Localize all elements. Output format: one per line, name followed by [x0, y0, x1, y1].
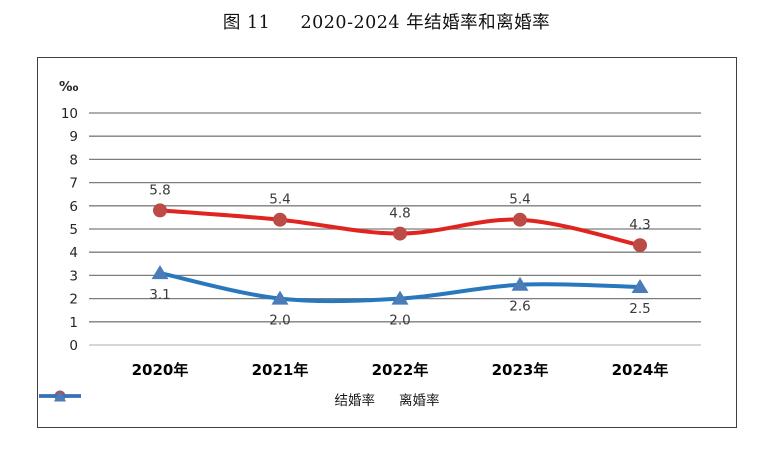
data-point-marriage-rate [513, 212, 527, 227]
y-axis-unit-label: ‰ [59, 79, 79, 95]
data-point-marriage-rate [633, 238, 647, 253]
y-tick-label: 10 [61, 106, 78, 122]
data-point-divorce-rate [391, 290, 409, 305]
legend-marker-divorce-rate [39, 390, 81, 402]
y-tick-label: 6 [69, 199, 78, 215]
legend-item-divorce-rate: 离婚率 [39, 389, 440, 409]
legend-label-marriage-rate: 结婚率 [334, 393, 376, 409]
y-tick-label: 2 [69, 292, 78, 308]
y-tick-label: 8 [69, 152, 78, 168]
y-tick-label: 3 [69, 268, 78, 284]
line-chart: 0 1 2 3 4 5 6 7 8 9 10 ‰ 5.8 5.4 4.8 5.4 4.3 3.1 2.0 2.0 2.6… [59, 79, 701, 379]
data-label-marriage-rate: 5.8 [149, 182, 170, 198]
chart-legend: 结婚率 离婚率 [38, 389, 736, 409]
data-point-divorce-rate [271, 290, 289, 305]
y-tick-label: 0 [69, 338, 78, 354]
data-label-divorce-rate: 2.6 [509, 299, 530, 315]
data-label-marriage-rate: 5.4 [509, 192, 530, 208]
y-tick-label: 9 [69, 129, 78, 145]
x-axis-label: 2024年 [612, 361, 669, 379]
data-label-divorce-rate: 2.0 [389, 313, 410, 329]
legend-item-marriage-rate: 结婚率 [39, 389, 376, 409]
chart-container: 0 1 2 3 4 5 6 7 8 9 10 ‰ 5.8 5.4 4.8 5.4 4.3 3.1 2.0 2.0 2.6… [37, 57, 737, 428]
data-label-divorce-rate: 2.0 [269, 313, 290, 329]
data-label-marriage-rate: 4.3 [629, 217, 650, 233]
data-point-divorce-rate [151, 265, 169, 280]
figure-title: 图 11 2020-2024 年结婚率和离婚率 [222, 13, 551, 33]
data-label-divorce-rate: 3.1 [149, 287, 170, 303]
data-label-divorce-rate: 2.5 [629, 301, 650, 317]
y-tick-label: 7 [69, 176, 78, 192]
x-axis-label: 2023年 [492, 361, 549, 379]
data-point-marriage-rate [153, 203, 167, 218]
x-axis-label: 2022年 [372, 361, 429, 379]
data-point-marriage-rate [393, 226, 407, 241]
x-axis-label: 2020年 [132, 361, 189, 379]
data-label-marriage-rate: 5.4 [269, 192, 290, 208]
y-tick-label: 1 [69, 315, 78, 331]
data-point-divorce-rate [631, 279, 649, 293]
y-tick-label: 5 [69, 222, 78, 238]
y-tick-label: 4 [69, 245, 78, 261]
data-label-marriage-rate: 4.8 [389, 206, 410, 222]
data-point-divorce-rate [511, 276, 529, 291]
data-point-marriage-rate [273, 212, 287, 227]
legend-label-divorce-rate: 离婚率 [399, 393, 440, 409]
x-axis-label: 2021年 [252, 361, 309, 379]
